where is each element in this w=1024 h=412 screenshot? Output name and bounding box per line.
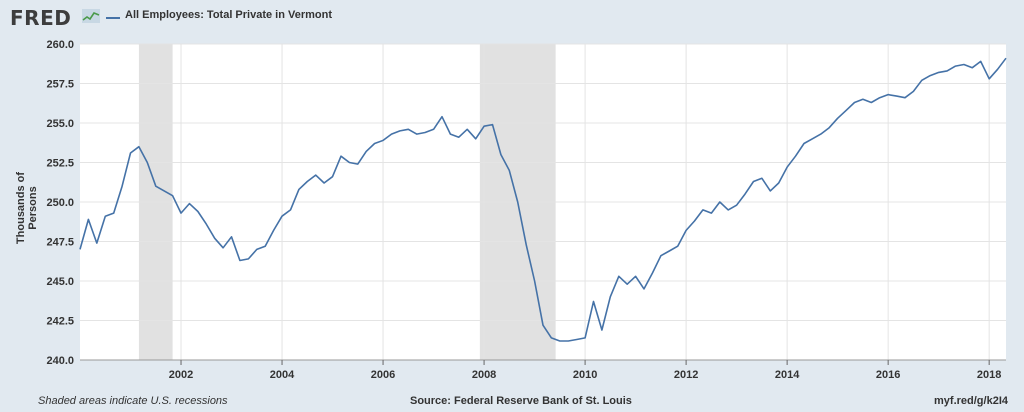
legend-label[interactable]: All Employees: Total Private in Vermont: [125, 9, 333, 21]
y-tick-label: 255.0: [46, 118, 74, 130]
line-chart-icon: [82, 9, 100, 23]
y-tick-label: 247.5: [46, 237, 74, 249]
y-tick-label: 250.0: [46, 197, 74, 209]
x-tick-label: 2016: [876, 369, 900, 381]
x-tick-label: 2002: [169, 369, 193, 381]
x-tick-label: 2012: [674, 369, 698, 381]
x-tick-label: 2010: [573, 369, 597, 381]
y-tick-label: 260.0: [46, 39, 74, 51]
x-tick-label: 2004: [270, 369, 295, 381]
fred-logo[interactable]: FRED: [10, 6, 72, 30]
x-tick-label: 2014: [775, 369, 800, 381]
y-tick-label: 240.0: [46, 355, 74, 367]
chart-header: FRED All Employees: Total Private in Ver…: [0, 0, 1024, 36]
x-tick-label: 2006: [371, 369, 395, 381]
y-tick-label: 245.0: [46, 276, 74, 288]
x-tick-label: 2008: [472, 369, 496, 381]
short-url-link[interactable]: myf.red/g/k2I4: [934, 395, 1008, 407]
source-credit: Source: Federal Reserve Bank of St. Loui…: [410, 395, 632, 407]
legend-swatch: [106, 17, 120, 19]
series-line: [79, 57, 1007, 342]
y-tick-label: 242.5: [46, 316, 74, 328]
y-tick-label: 257.5: [46, 79, 74, 91]
recession-note: Shaded areas indicate U.S. recessions: [38, 395, 228, 407]
y-tick-label: 252.5: [46, 158, 74, 170]
x-tick-label: 2018: [977, 369, 1001, 381]
